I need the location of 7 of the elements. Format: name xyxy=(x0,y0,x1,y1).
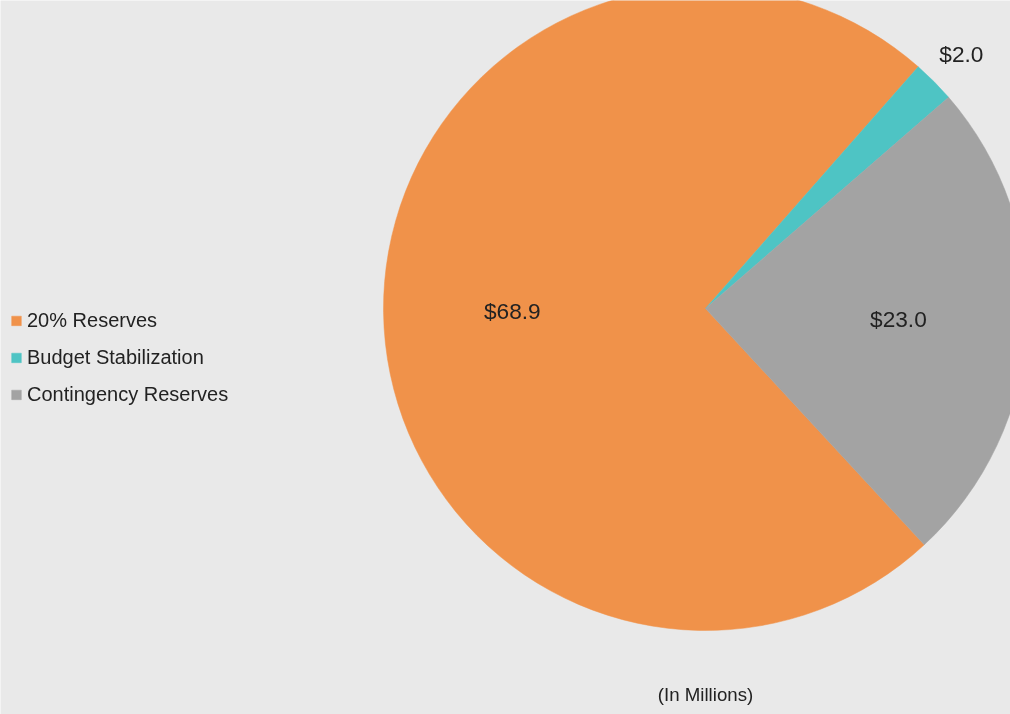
data-label: $23.0 xyxy=(870,305,927,332)
text: (In Millions) xyxy=(657,684,754,705)
data-label: $2.0 xyxy=(939,41,984,68)
legend-label: Budget Stabilization xyxy=(27,345,204,369)
legend-label: 20% Reserves xyxy=(27,308,158,332)
legend-label: Contingency Reserves xyxy=(27,382,229,406)
data-label: $68.9 xyxy=(483,297,541,324)
